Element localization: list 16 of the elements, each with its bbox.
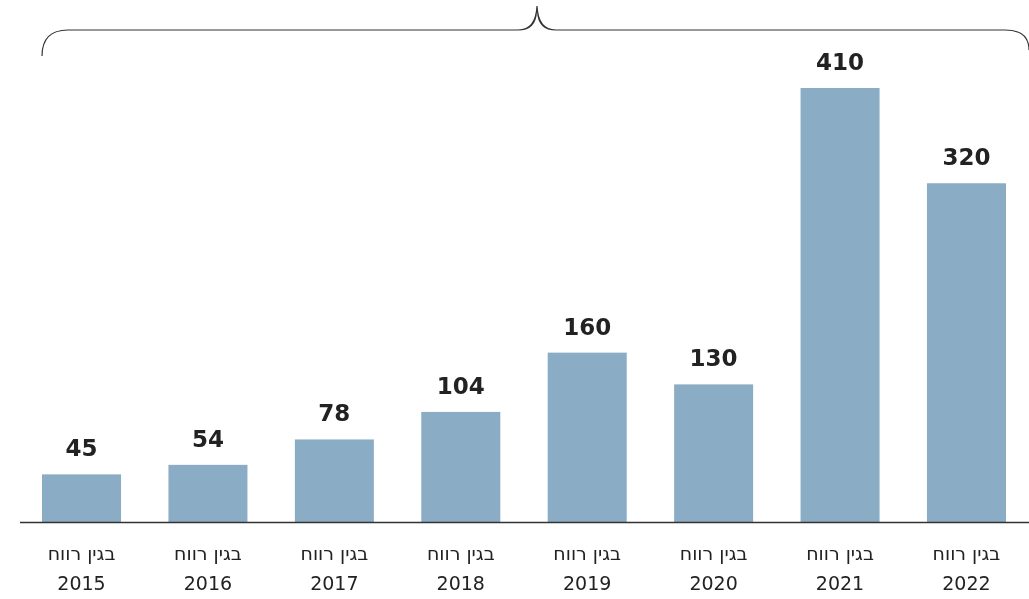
bar xyxy=(926,183,1006,522)
bar xyxy=(168,464,248,522)
data-label: 45 xyxy=(65,435,98,462)
bar xyxy=(800,88,880,522)
bar xyxy=(547,352,627,522)
bar xyxy=(421,411,501,522)
bar xyxy=(42,474,122,522)
data-label: 130 xyxy=(689,345,738,372)
bar xyxy=(674,384,754,522)
data-label: 54 xyxy=(191,425,224,452)
data-label: 160 xyxy=(563,313,612,340)
data-label: 104 xyxy=(436,372,485,399)
data-label: 78 xyxy=(318,400,351,427)
bar xyxy=(294,439,374,522)
data-label: 410 xyxy=(816,49,865,75)
data-label: 320 xyxy=(942,144,991,171)
